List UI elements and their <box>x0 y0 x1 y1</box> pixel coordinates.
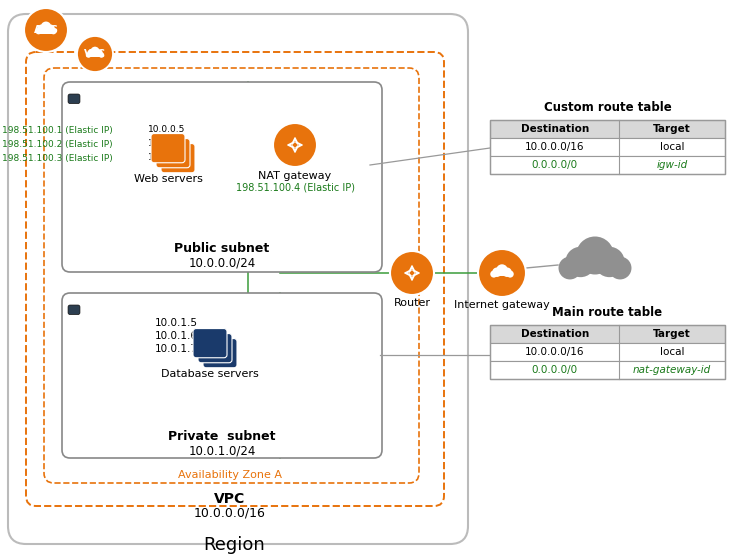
Circle shape <box>609 257 632 280</box>
Circle shape <box>390 251 434 295</box>
Text: Availability Zone A: Availability Zone A <box>178 470 282 480</box>
Text: Private  subnet: Private subnet <box>168 430 276 443</box>
FancyBboxPatch shape <box>193 329 227 358</box>
Bar <box>38 29 54 34</box>
Text: AWS: AWS <box>33 25 58 35</box>
Circle shape <box>565 247 596 277</box>
Circle shape <box>478 249 526 297</box>
Bar <box>490 138 725 156</box>
Circle shape <box>91 46 100 56</box>
Text: Region: Region <box>203 536 265 554</box>
Circle shape <box>37 25 46 33</box>
Text: Target: Target <box>653 124 691 134</box>
Circle shape <box>496 264 508 276</box>
Circle shape <box>41 22 51 32</box>
Text: VPC: VPC <box>214 492 246 506</box>
FancyBboxPatch shape <box>151 134 185 163</box>
Text: 10.0.0.7: 10.0.0.7 <box>148 154 185 163</box>
Text: Web servers: Web servers <box>134 174 202 184</box>
Text: 198.51.100.1 (Elastic IP): 198.51.100.1 (Elastic IP) <box>2 126 113 135</box>
Bar <box>490 343 725 361</box>
FancyBboxPatch shape <box>203 339 237 368</box>
Circle shape <box>95 49 103 57</box>
Circle shape <box>87 49 94 57</box>
Text: 0.0.0.0/0: 0.0.0.0/0 <box>531 160 578 170</box>
Text: 10.0.1.0/24: 10.0.1.0/24 <box>188 445 255 458</box>
Circle shape <box>492 267 502 277</box>
Text: Public subnet: Public subnet <box>174 242 269 255</box>
Circle shape <box>77 36 113 72</box>
Circle shape <box>490 271 497 278</box>
Circle shape <box>506 271 514 278</box>
Text: 10.0.0.0/16: 10.0.0.0/16 <box>525 347 584 357</box>
Text: Router: Router <box>393 298 430 308</box>
Text: 198.51.100.3 (Elastic IP): 198.51.100.3 (Elastic IP) <box>2 154 113 163</box>
Circle shape <box>86 52 92 58</box>
Text: 10.0.1.5: 10.0.1.5 <box>155 318 198 328</box>
Text: 10.0.0.0/24: 10.0.0.0/24 <box>188 256 255 269</box>
Bar <box>490 120 725 174</box>
Circle shape <box>559 257 582 280</box>
Text: Destination: Destination <box>520 329 589 339</box>
FancyBboxPatch shape <box>161 144 195 173</box>
Text: 0.0.0.0/0: 0.0.0.0/0 <box>531 365 578 375</box>
Bar <box>490 325 725 343</box>
FancyBboxPatch shape <box>156 139 190 168</box>
Circle shape <box>46 25 55 33</box>
FancyBboxPatch shape <box>62 82 382 272</box>
Text: NAT gateway: NAT gateway <box>258 171 331 181</box>
Circle shape <box>576 236 614 274</box>
Bar <box>88 53 102 57</box>
Text: 10.0.0.6: 10.0.0.6 <box>148 140 185 149</box>
Circle shape <box>24 8 68 52</box>
Circle shape <box>273 123 317 167</box>
Text: VPC: VPC <box>84 49 106 59</box>
Text: 10.0.0.0/16: 10.0.0.0/16 <box>194 506 266 519</box>
Text: local: local <box>660 142 684 152</box>
FancyBboxPatch shape <box>62 293 382 458</box>
Circle shape <box>99 52 104 58</box>
Text: Main route table: Main route table <box>553 306 663 319</box>
Text: Target: Target <box>653 329 691 339</box>
Text: 198.51.100.4 (Elastic IP): 198.51.100.4 (Elastic IP) <box>235 183 354 193</box>
Text: 10.0.1.6: 10.0.1.6 <box>155 331 198 341</box>
Bar <box>490 361 725 379</box>
Text: 10.0.0.0/16: 10.0.0.0/16 <box>525 142 584 152</box>
Text: Destination: Destination <box>520 124 589 134</box>
FancyBboxPatch shape <box>8 14 468 544</box>
Bar <box>493 270 511 276</box>
Circle shape <box>503 267 511 277</box>
Text: 10.0.1.7: 10.0.1.7 <box>155 344 198 354</box>
Bar <box>490 156 725 174</box>
FancyBboxPatch shape <box>68 94 80 103</box>
Bar <box>568 257 622 273</box>
Bar <box>490 325 725 379</box>
Circle shape <box>50 28 57 34</box>
Text: local: local <box>660 347 684 357</box>
Circle shape <box>594 247 624 277</box>
Text: nat-gateway-id: nat-gateway-id <box>633 365 711 375</box>
FancyBboxPatch shape <box>68 305 80 315</box>
Text: Internet gateway: Internet gateway <box>454 300 550 310</box>
Bar <box>490 120 725 138</box>
Circle shape <box>35 28 42 34</box>
Text: Custom route table: Custom route table <box>544 101 672 114</box>
Text: igw-id: igw-id <box>657 160 688 170</box>
Text: 10.0.0.5: 10.0.0.5 <box>148 126 185 135</box>
Text: 198.51.100.2 (Elastic IP): 198.51.100.2 (Elastic IP) <box>2 140 113 149</box>
Text: Database servers: Database servers <box>161 369 259 379</box>
FancyBboxPatch shape <box>198 334 232 363</box>
